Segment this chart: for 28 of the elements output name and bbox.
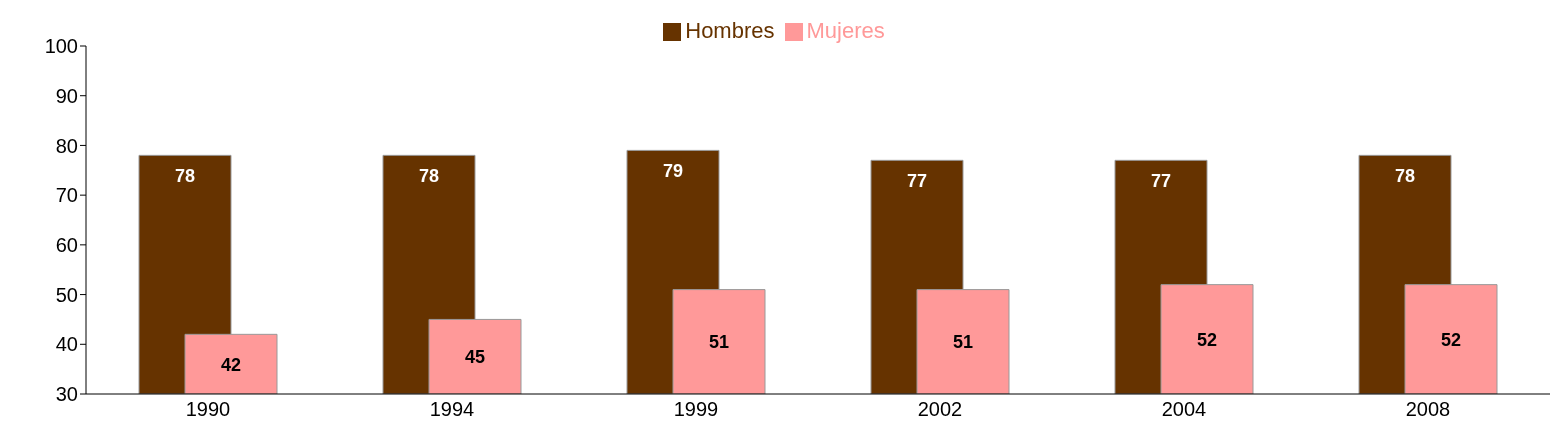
- x-tick-label: 2004: [1161, 398, 1207, 421]
- x-tick-label: 2002: [917, 398, 963, 421]
- data-label: 51: [952, 332, 974, 353]
- y-tick-label: 80: [55, 134, 78, 157]
- data-label: 78: [418, 166, 440, 187]
- data-label: 52: [1440, 329, 1462, 350]
- x-tick-label: 1999: [673, 398, 719, 421]
- legend-label: Mujeres: [806, 18, 885, 43]
- y-tick-label: 70: [55, 184, 78, 207]
- y-tick-label: 40: [55, 333, 78, 356]
- data-label: 42: [220, 354, 242, 375]
- y-tick-label: 90: [55, 84, 78, 107]
- data-label: 52: [1196, 329, 1218, 350]
- data-label: 51: [708, 332, 730, 353]
- y-tick-label: 30: [55, 383, 78, 406]
- y-tick-label: 100: [44, 35, 78, 58]
- legend-label: Hombres: [685, 18, 775, 43]
- data-label: 78: [1394, 166, 1416, 187]
- x-tick-label: 2008: [1405, 398, 1451, 421]
- data-label: 79: [662, 161, 684, 182]
- y-tick-label: 50: [55, 283, 78, 306]
- x-tick-label: 1994: [429, 398, 475, 421]
- y-tick-label: 60: [55, 233, 78, 256]
- data-label: 77: [906, 171, 928, 192]
- data-label: 78: [174, 166, 196, 187]
- data-label: 45: [464, 347, 486, 368]
- data-label: 77: [1150, 171, 1172, 192]
- x-tick-label: 1990: [185, 398, 231, 421]
